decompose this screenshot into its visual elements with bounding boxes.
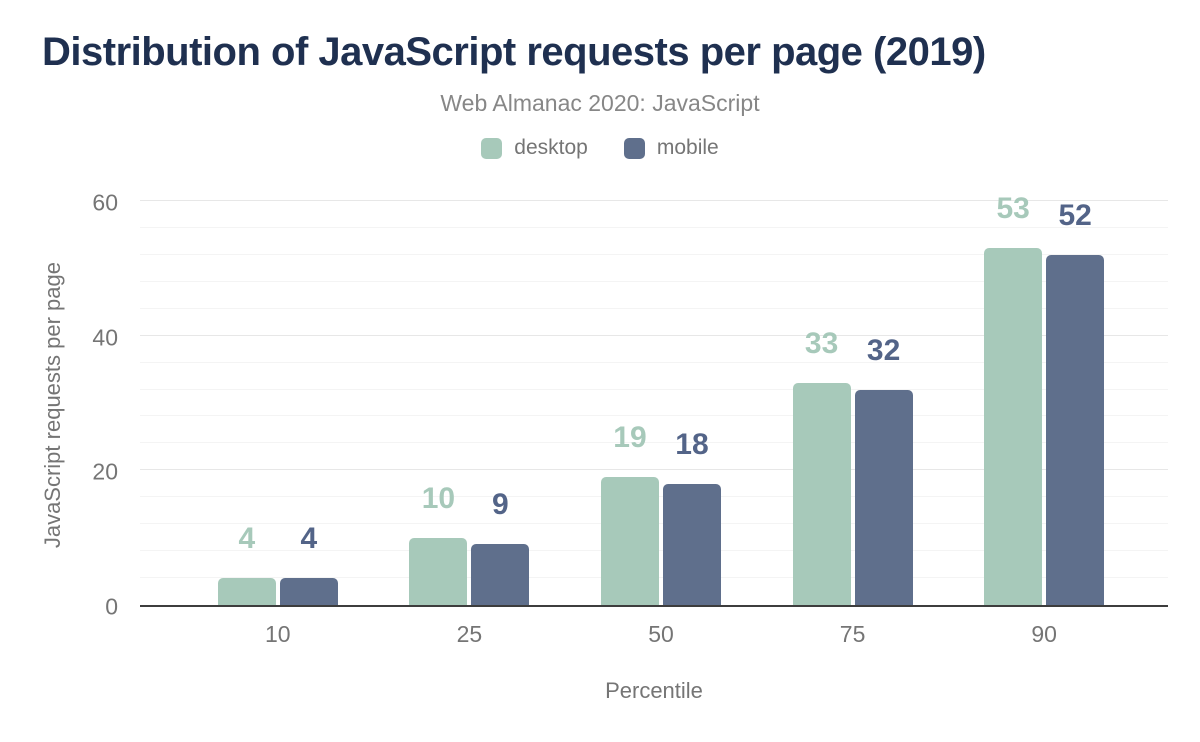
plot-area: 4 4 10 9 19 18 33 32 53 52 xyxy=(140,194,1168,607)
bar-mobile-p25: 9 xyxy=(471,490,530,605)
bar-desktop-p50: 19 xyxy=(600,423,659,605)
chart-title: Distribution of JavaScript requests per … xyxy=(42,30,986,74)
bar-mobile-p75: 32 xyxy=(854,335,913,605)
bar-value-label-desktop: 19 xyxy=(613,421,647,455)
y-tick-label: 0 xyxy=(105,593,118,620)
legend-label-desktop: desktop xyxy=(514,136,588,159)
minor-gridline xyxy=(140,226,1168,228)
x-tick-label: 50 xyxy=(648,621,674,647)
bar-value-label-desktop: 4 xyxy=(238,522,256,556)
minor-gridline xyxy=(140,307,1168,309)
bar-group-p90: 53 52 xyxy=(948,194,1140,605)
bar-desktop-p10: 4 xyxy=(217,524,276,605)
bar-value-label-mobile: 52 xyxy=(1058,198,1092,232)
bar-value-label-desktop: 10 xyxy=(421,481,456,515)
bar-mobile-p90: 52 xyxy=(1046,200,1105,605)
minor-gridline xyxy=(140,442,1168,444)
legend-item-mobile: mobile xyxy=(623,136,719,160)
x-tick-label: 75 xyxy=(839,621,866,647)
x-tick-label: 25 xyxy=(456,621,483,647)
minor-gridline xyxy=(140,361,1168,363)
x-axis-title: Percentile xyxy=(605,678,703,703)
minor-gridline xyxy=(140,388,1168,390)
bar-value-label-desktop: 33 xyxy=(804,326,839,360)
bar-groups: 4 4 10 9 19 18 33 32 53 52 xyxy=(140,194,1168,605)
major-gridline xyxy=(140,200,1168,201)
minor-gridline xyxy=(140,253,1168,255)
y-tick-label: 20 xyxy=(92,458,118,485)
bar-value-label-mobile: 4 xyxy=(300,522,318,556)
y-tick-label: 60 xyxy=(92,189,118,216)
legend-swatch-mobile xyxy=(623,137,645,159)
y-axis-ticks: 0 20 40 60 xyxy=(0,191,118,618)
major-gridline xyxy=(140,469,1168,471)
chart-subtitle: Web Almanac 2020: JavaScript xyxy=(440,90,760,116)
bar-group-p25: 10 9 xyxy=(374,203,566,605)
minor-gridline xyxy=(140,280,1168,282)
x-tick-label: 10 xyxy=(265,621,291,647)
bar-desktop-p25: 10 xyxy=(409,483,468,605)
legend-label-mobile: mobile xyxy=(656,136,719,159)
bar-mobile-p50: 18 xyxy=(662,429,721,605)
legend: desktop mobile xyxy=(0,136,1200,160)
bar-desktop-p90: 53 xyxy=(984,194,1043,605)
major-gridline xyxy=(140,334,1168,336)
y-tick-label: 40 xyxy=(92,324,118,351)
x-tick-label: 90 xyxy=(1031,621,1057,647)
bar-group-p75: 33 32 xyxy=(757,203,949,605)
bar-value-label-desktop: 53 xyxy=(996,192,1030,226)
bar-value-label-mobile: 32 xyxy=(866,333,901,367)
bar-value-label-mobile: 18 xyxy=(675,427,709,461)
x-axis-ticks: 10 25 50 75 90 xyxy=(140,621,1168,648)
bar-value-label-mobile: 9 xyxy=(492,488,509,522)
legend-swatch-desktop xyxy=(481,137,503,159)
minor-gridline xyxy=(140,415,1168,417)
legend-item-desktop: desktop xyxy=(481,136,588,160)
bar-desktop-p75: 33 xyxy=(792,328,851,605)
bar-group-p50: 19 18 xyxy=(565,203,757,605)
bar-mobile-p10: 4 xyxy=(279,524,338,605)
